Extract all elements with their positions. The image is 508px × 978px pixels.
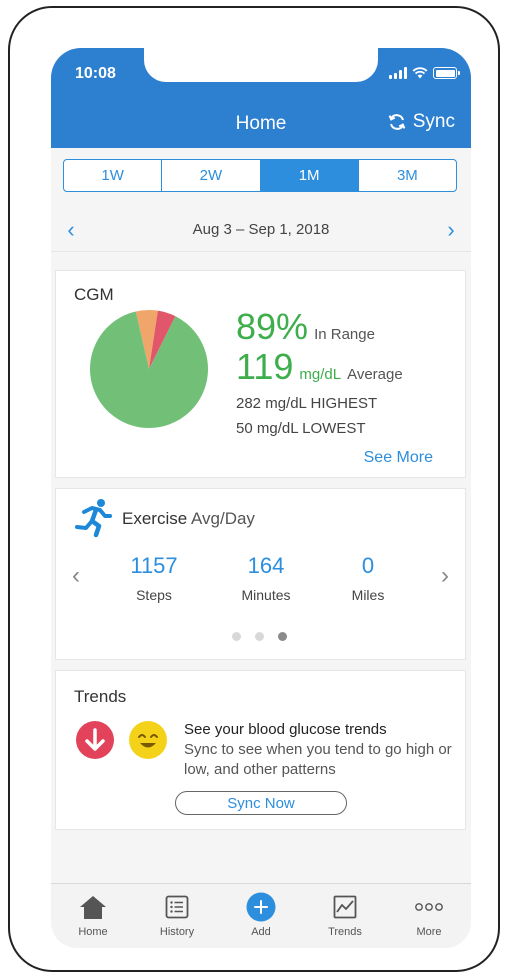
device-notch	[144, 48, 378, 82]
highest-reading: 282 mg/dL HIGHEST	[236, 395, 378, 412]
status-time: 10:08	[75, 65, 116, 82]
app-header: 10:08 Home Syn	[51, 48, 471, 148]
page-title: Home	[235, 113, 287, 134]
in-range-percent: 89%	[236, 306, 309, 347]
average-value: 119	[236, 346, 294, 387]
tab-home-label: Home	[78, 926, 108, 938]
in-range-label: In Range	[314, 326, 375, 343]
cgm-stats: 89% In Range 119 mg/dL Average 282 mg/dL…	[236, 306, 403, 438]
tab-home[interactable]: Home	[51, 884, 135, 948]
sync-icon	[388, 114, 406, 130]
exercise-title: Exercise Avg/Day	[122, 509, 255, 529]
minutes-metric: 164 Minutes	[228, 553, 304, 603]
page-dot[interactable]	[255, 632, 264, 641]
exercise-subtitle: Avg/Day	[190, 509, 255, 528]
next-period-chevron-icon[interactable]: ›	[447, 216, 455, 242]
average-unit: mg/dL	[299, 366, 342, 383]
previous-period-chevron-icon[interactable]: ‹	[67, 216, 75, 242]
tab-more-label: More	[416, 926, 442, 938]
sync-now-button[interactable]: Sync Now	[175, 791, 347, 815]
tab-more[interactable]: More	[387, 884, 471, 948]
range-tabs: 1W 2W 1M 3M	[63, 159, 457, 192]
chart-icon	[333, 895, 357, 919]
tab-trends-label: Trends	[328, 926, 362, 938]
tab-history-label: History	[159, 926, 195, 938]
sync-button[interactable]: Sync	[387, 111, 455, 133]
date-range-label: Aug 3 – Sep 1, 2018	[192, 221, 330, 238]
home-icon	[80, 896, 106, 919]
steps-metric: 1157 Steps	[120, 553, 188, 603]
trends-card: Trends See your blood glucose trends Syn…	[55, 670, 466, 830]
pie-slice-low	[149, 310, 176, 369]
wifi-icon	[412, 67, 428, 79]
pie-slice-high	[135, 310, 158, 369]
trends-body: Sync to see when you tend to go high or …	[184, 741, 452, 778]
trends-heading: See your blood glucose trends	[184, 721, 387, 738]
miles-metric: 0 Miles	[336, 553, 400, 603]
exercise-next-chevron-icon[interactable]: ›	[441, 562, 449, 589]
tab-3m[interactable]: 3M	[396, 167, 418, 184]
smiley-icon	[129, 721, 167, 759]
phone-frame: 10:08 Home Syn	[8, 6, 500, 972]
sync-label: Sync	[412, 111, 455, 132]
battery-icon	[433, 67, 460, 79]
lowest-reading: 50 mg/dL LOWEST	[236, 420, 366, 437]
more-icon	[415, 903, 443, 911]
date-navigator: ‹ Aug 3 – Sep 1, 2018 ›	[51, 208, 471, 252]
page-dot-active[interactable]	[278, 632, 287, 641]
exercise-card: Exercise Avg/Day ‹ 1157 Steps 164 Minute…	[55, 488, 466, 660]
tab-history[interactable]: History	[135, 884, 219, 948]
tab-add[interactable]: Add	[219, 884, 303, 948]
minutes-label: Minutes	[241, 587, 291, 603]
arrow-down-icon	[76, 721, 114, 759]
add-icon	[246, 892, 276, 922]
cgm-title: CGM	[74, 285, 114, 304]
steps-value: 1157	[130, 553, 178, 578]
average-label: Average	[347, 366, 403, 383]
tab-trends[interactable]: Trends	[303, 884, 387, 948]
signal-icon	[389, 67, 407, 79]
bottom-tab-bar: Home History	[51, 883, 471, 948]
cgm-card: CGM 89% In Range 119 mg/dL Average 282 m…	[55, 270, 466, 478]
page-indicator	[232, 632, 287, 641]
miles-label: Miles	[351, 587, 385, 603]
status-icons	[389, 67, 460, 79]
app-screen: 10:08 Home Syn	[51, 48, 471, 948]
miles-value: 0	[361, 553, 375, 578]
trends-text: See your blood glucose trends Sync to se…	[184, 721, 454, 780]
tab-1m[interactable]: 1M	[260, 160, 359, 191]
tab-2w[interactable]: 2W	[162, 160, 261, 191]
running-icon	[75, 499, 112, 538]
tab-1w[interactable]: 1W	[64, 160, 163, 191]
exercise-prev-chevron-icon[interactable]: ‹	[72, 562, 80, 589]
steps-label: Steps	[136, 587, 172, 603]
minutes-value: 164	[247, 553, 285, 578]
see-more-link[interactable]: See More	[363, 449, 433, 466]
list-icon	[165, 895, 189, 919]
trends-title: Trends	[74, 687, 127, 706]
cgm-pie-chart	[90, 310, 208, 428]
exercise-label: Exercise	[122, 509, 188, 528]
pie-slice-in-range	[90, 311, 208, 428]
page-dot[interactable]	[232, 632, 241, 641]
tab-add-label: Add	[251, 926, 271, 938]
